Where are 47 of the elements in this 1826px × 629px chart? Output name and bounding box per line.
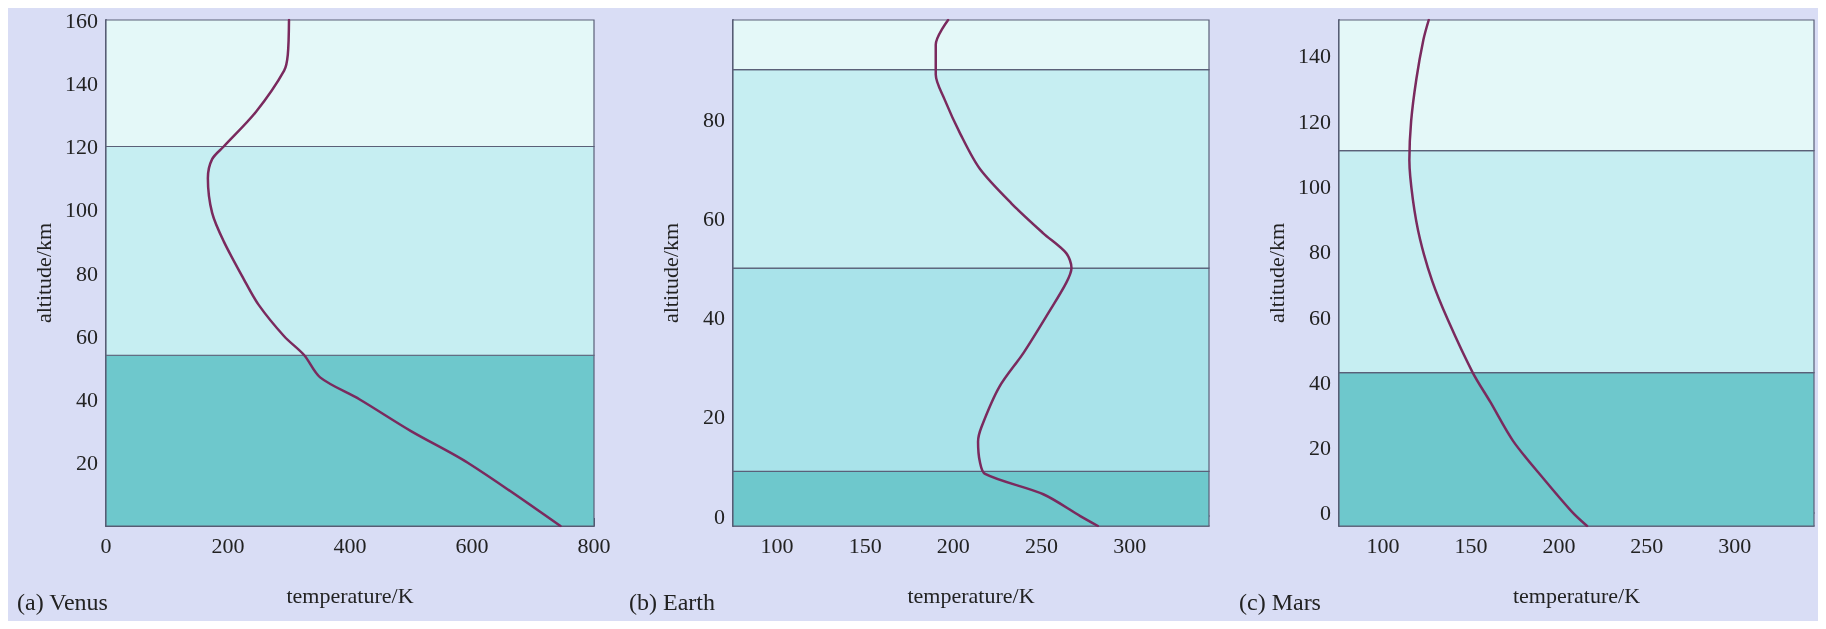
x-tick-label: 150 [1454,532,1488,558]
y-tick-label: 20 [1309,435,1331,461]
x-tick-label: 300 [1113,532,1147,558]
y-tick-label: 80 [703,106,725,132]
y-tick-label: 60 [703,205,725,231]
y-tick-label: 140 [1298,43,1331,69]
y-tick-label: 20 [76,450,98,476]
y-tick-label: 40 [1309,369,1331,395]
x-tick-label: 200 [1542,532,1576,558]
line-series [1408,18,1589,528]
x-axis-title: temperature/K [907,582,1035,608]
line-series [206,18,562,528]
x-tick-label: 600 [455,532,489,558]
y-tick-label: 100 [65,197,98,223]
y-axis-title: altitude/km [1263,222,1289,324]
x-tick-label: 250 [1025,532,1059,558]
y-tick-label: 120 [65,134,98,159]
y-axis-title: altitude/km [657,222,683,324]
y-tick-label: 140 [65,70,98,96]
y-tick-label: 40 [76,387,98,412]
y-tick-label: 60 [76,323,98,349]
x-tick-label: 800 [577,532,611,558]
y-tick-label: 0 [714,503,725,529]
text: (a) Venus [17,589,108,615]
y-tick-label: 80 [76,260,98,286]
x-tick-label: 200 [936,532,970,558]
x-tick-label: 250 [1630,532,1664,558]
y-axis-title: altitude/km [30,222,56,324]
y-tick-label: 40 [703,305,725,331]
x-tick-label: 150 [848,532,882,558]
x-tick-label: 100 [1366,532,1400,558]
x-tick-label: 400 [333,532,367,558]
x-axis-title: temperature/K [1512,582,1641,608]
y-tick-label: 160 [65,7,98,33]
line-series [934,18,1100,528]
text: (c) Mars [1239,589,1321,615]
y-tick-label: 120 [1298,108,1331,134]
y-tick-label: 100 [1298,173,1331,199]
x-tick-label: 300 [1718,532,1752,558]
x-tick-label: 100 [760,532,794,558]
y-tick-label: 0 [1320,500,1331,526]
y-tick-label: 80 [1309,239,1331,265]
x-tick-label: 200 [211,532,245,558]
text: (b) Earth [629,589,715,615]
y-tick-label: 20 [703,404,725,430]
y-tick-label: 60 [1309,304,1331,330]
x-axis-title: temperature/K [286,582,414,608]
